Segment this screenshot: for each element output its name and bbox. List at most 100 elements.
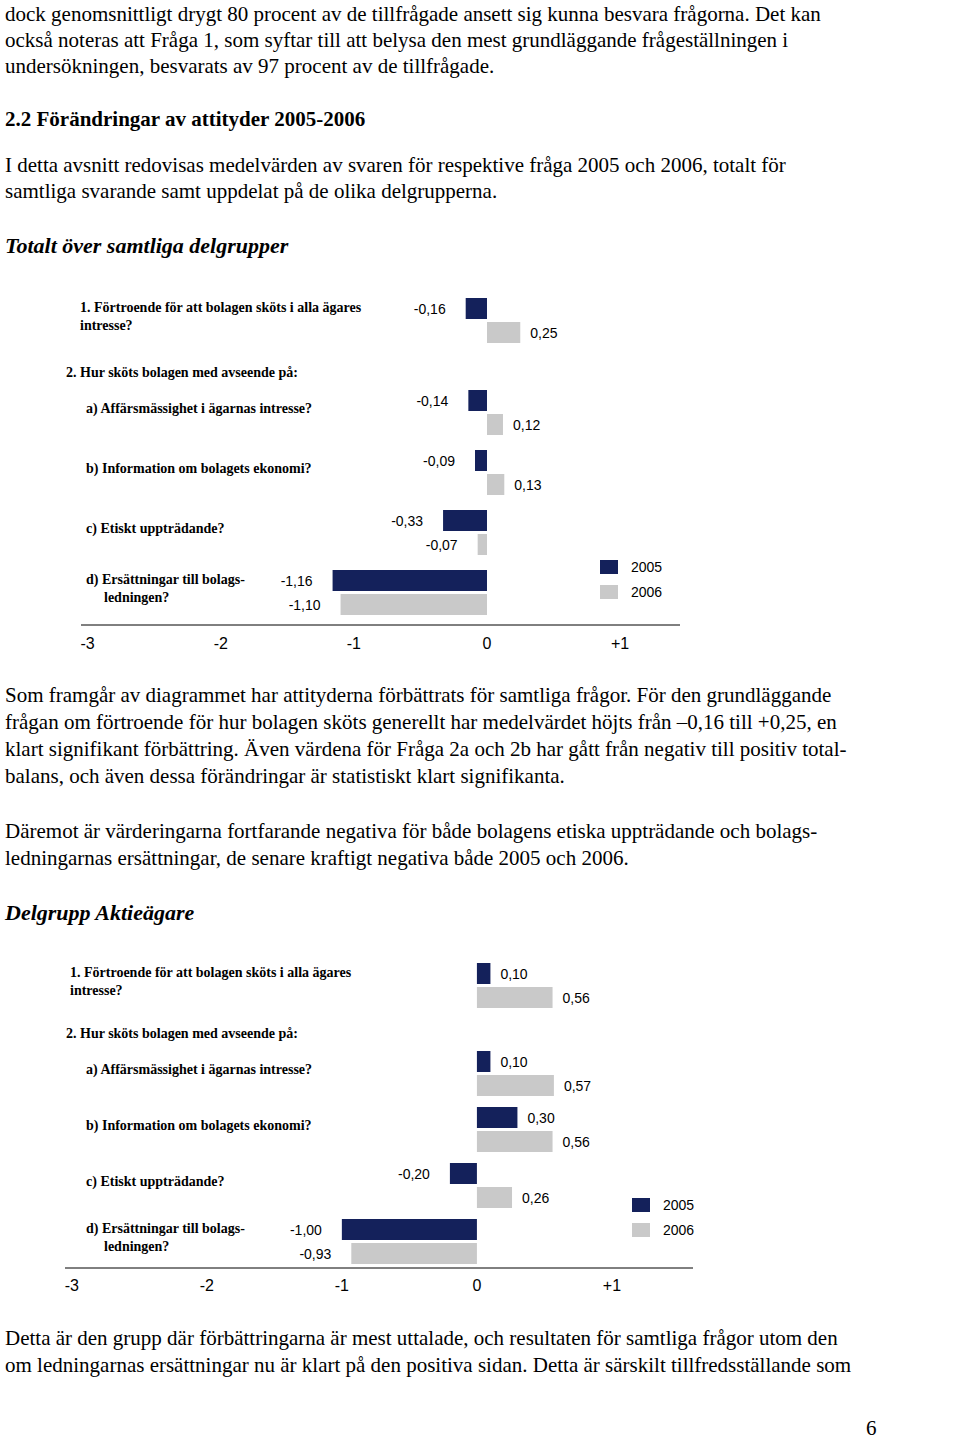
data-label: 0,26 (522, 1190, 549, 1206)
bar (477, 1187, 512, 1208)
legend-swatch (600, 560, 618, 574)
data-label: -1,10 (289, 597, 321, 613)
bar (477, 963, 491, 984)
legend-swatch (632, 1223, 650, 1237)
bars (333, 298, 521, 615)
paragraph-line: I detta avsnitt redovisas medelvärden av… (5, 152, 786, 178)
bar (477, 1075, 554, 1096)
data-label: -1,16 (281, 573, 313, 589)
paragraph-line: klart signifikant förbättring. Även värd… (5, 736, 847, 762)
bar (487, 322, 520, 343)
bar (342, 1219, 477, 1240)
category-label-line: ledningen? (104, 590, 169, 605)
bars (342, 963, 554, 1264)
data-label: 0,25 (530, 325, 557, 341)
data-label: -0,14 (416, 393, 448, 409)
section-heading: 2.2 Förändringar av attityder 2005-2006 (5, 106, 365, 132)
bar (351, 1243, 477, 1264)
bar (477, 987, 553, 1008)
bar (477, 1107, 518, 1128)
data-label: 0,10 (500, 966, 527, 982)
tick-label: -2 (200, 1277, 214, 1294)
tick-label: -2 (214, 635, 228, 652)
bar (468, 390, 487, 411)
page: dock genomsnittligt drygt 80 procent av … (0, 0, 960, 1446)
legend-swatch (600, 585, 618, 599)
paragraph-line: ledningarnas ersättningar, de senare kra… (5, 845, 629, 871)
category-label-line: ledningen? (104, 1239, 169, 1254)
category-label: b) Information om bolagets ekonomi? (86, 1118, 312, 1134)
category-label: c) Etiskt uppträdande? (86, 521, 224, 537)
category-label-line: c) Etiskt uppträdande? (86, 521, 224, 537)
bar (487, 474, 504, 495)
data-label: 0,56 (563, 1134, 590, 1150)
category-label: d) Ersättningar till bolags-ledningen? (86, 572, 245, 605)
legend-label: 2006 (631, 584, 662, 600)
bar (475, 450, 487, 471)
bar (443, 510, 487, 531)
bar (450, 1163, 477, 1184)
category-label: c) Etiskt uppträdande? (86, 1174, 224, 1190)
page-number: 6 (866, 1415, 877, 1441)
data-label: 0,10 (500, 1054, 527, 1070)
data-label: -0,07 (426, 537, 458, 553)
data-label: -0,20 (398, 1166, 430, 1182)
paragraph-line: dock genomsnittligt drygt 80 procent av … (5, 1, 821, 27)
subheading: Totalt över samtliga delgrupper (5, 233, 288, 259)
category-label: 1. Förtroende för att bolagen sköts i al… (80, 300, 362, 333)
paragraph-line: samtliga svarande samt uppdelat på de ol… (5, 178, 497, 204)
category-label: a) Affärsmässighet i ägarnas intresse? (86, 1062, 312, 1078)
tick-label: -3 (65, 1277, 79, 1294)
paragraph-line: Som framgår av diagrammet har attitydern… (5, 682, 831, 708)
data-label: -0,93 (299, 1246, 331, 1262)
charts-layer: -0,16-0,14-0,09-0,33-1,160,250,120,13-0,… (0, 0, 960, 1446)
legend-label: 2005 (663, 1197, 694, 1213)
category-label-line: a) Affärsmässighet i ägarnas intresse? (86, 1062, 312, 1078)
group-label: 2. Hur sköts bolagen med avseende på: (66, 365, 298, 380)
paragraph-line: Detta är den grupp där förbättringarna ä… (5, 1325, 838, 1351)
legend: 2005 2006 (600, 559, 662, 600)
category-label-line: 1. Förtroende för att bolagen sköts i al… (70, 965, 352, 980)
paragraph-line: undersökningen, besvarats av 97 procent … (5, 53, 494, 79)
x-axis-line (65, 1268, 693, 1269)
group-label: 2. Hur sköts bolagen med avseende på: (66, 1026, 298, 1041)
subheading: Delgrupp Aktieägare (5, 900, 194, 926)
data-label: -1,00 (290, 1222, 322, 1238)
tick-label: +1 (603, 1277, 621, 1294)
bar (487, 414, 503, 435)
tick-label: -3 (81, 635, 95, 652)
chart: 0,10 0,10 0,30 -0,20 -1,00 0,56 0,57 0,56 0,26 -0… (65, 963, 695, 1294)
bar (341, 594, 487, 615)
tick-label: -1 (335, 1277, 349, 1294)
legend: 2005 2006 (632, 1197, 694, 1238)
tick-label: -1 (347, 635, 361, 652)
category-label: a) Affärsmässighet i ägarnas intresse? (86, 401, 312, 417)
category-label-line: b) Information om bolagets ekonomi? (86, 461, 312, 477)
paragraph-line: frågan om förtroende för hur bolagen skö… (5, 709, 837, 735)
data-label: 0,56 (563, 990, 590, 1006)
data-label: 0,57 (564, 1078, 591, 1094)
legend-label: 2006 (663, 1222, 694, 1238)
data-label: -0,09 (423, 453, 455, 469)
legend-label: 2005 (631, 559, 662, 575)
category-label-line: 1. Förtroende för att bolagen sköts i al… (80, 300, 362, 315)
bar (477, 1051, 491, 1072)
category-label: 1. Förtroende för att bolagen sköts i al… (70, 965, 352, 998)
category-label-line: a) Affärsmässighet i ägarnas intresse? (86, 401, 312, 417)
data-labels: 0,10 0,10 0,30 -0,20 -1,00 0,56 0,57 0,56 0,26 -0… (290, 966, 591, 1262)
paragraph-line: Däremot är värderingarna fortfarande neg… (5, 818, 817, 844)
data-label: -0,16 (414, 301, 446, 317)
data-label: 0,12 (513, 417, 540, 433)
data-label: 0,30 (527, 1110, 554, 1126)
paragraph-line: om ledningarnas ersättningar nu är klart… (5, 1352, 851, 1378)
category-label-line: d) Ersättningar till bolags- (86, 572, 245, 588)
category-label: d) Ersättningar till bolags-ledningen? (86, 1221, 245, 1254)
paragraph-line: balans, och även dessa förändringar är s… (5, 763, 565, 789)
category-label-line: d) Ersättningar till bolags- (86, 1221, 245, 1237)
data-label: 0,13 (514, 477, 541, 493)
category-label: b) Information om bolagets ekonomi? (86, 461, 312, 477)
tick-label: +1 (611, 635, 629, 652)
bar (333, 570, 487, 591)
chart: -0,16-0,14-0,09-0,33-1,160,250,120,13-0,… (66, 298, 680, 652)
bar (477, 1131, 553, 1152)
